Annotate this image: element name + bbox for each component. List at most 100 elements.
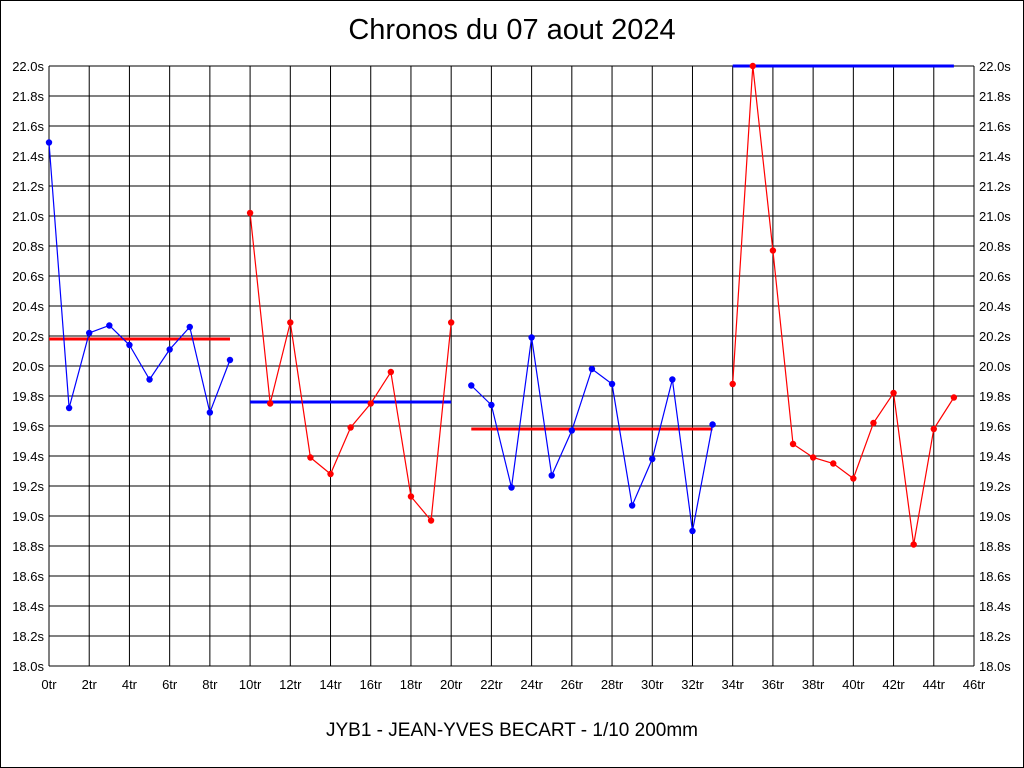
x-tick-label: 40tr: [842, 677, 865, 692]
x-tick-label: 10tr: [239, 677, 262, 692]
y-tick-label: 21.0s: [12, 209, 44, 224]
data-point: [950, 394, 958, 401]
series-line: [48, 142, 231, 415]
y-tick-label: 19.0s: [979, 509, 1011, 524]
x-tick-label: 12tr: [279, 677, 302, 692]
x-tick-label: 22tr: [480, 677, 503, 692]
data-point: [126, 341, 133, 349]
series-line: [732, 65, 955, 545]
y-tick-label: 19.0s: [12, 509, 44, 524]
data-point: [447, 319, 455, 326]
y-tick-label: 18.0s: [12, 659, 44, 674]
y-tick-label: 19.2s: [12, 479, 44, 494]
data-point: [850, 475, 857, 482]
x-tick-label: 16tr: [360, 677, 383, 692]
data-point: [407, 493, 415, 500]
data-point: [870, 419, 877, 427]
data-point: [65, 404, 73, 412]
series-points: [45, 62, 958, 548]
data-point: [789, 440, 797, 448]
data-point: [528, 334, 535, 341]
y-tick-label: 18.6s: [12, 569, 44, 584]
data-point: [307, 454, 314, 461]
chart-footer: JYB1 - JEAN-YVES BECART - 1/10 200mm: [325, 720, 699, 741]
data-point: [649, 455, 656, 463]
series-lines: [48, 65, 955, 545]
y-tick-label: 19.4s: [12, 449, 44, 464]
data-point: [890, 389, 897, 397]
data-point: [45, 139, 53, 146]
y-tick-label: 21.0s: [979, 209, 1011, 224]
x-tick-label: 32tr: [681, 677, 704, 692]
x-tick-label: 20tr: [440, 677, 463, 692]
data-point: [830, 460, 837, 467]
data-point: [206, 409, 214, 416]
x-tick-label: 42tr: [882, 677, 905, 692]
data-point: [608, 380, 616, 388]
y-tick-label: 20.4s: [12, 299, 44, 314]
data-point: [86, 329, 93, 337]
data-point: [809, 454, 817, 461]
y-axis-right: 18.0s 18.2s 18.4s 18.6s 18.8s 19.0s 19.2s 19.4s…: [979, 59, 1011, 674]
data-point: [689, 527, 696, 535]
y-tick-label: 18.6s: [979, 569, 1011, 584]
y-tick-label: 22.0s: [12, 59, 44, 74]
x-tick-label: 28tr: [601, 677, 624, 692]
y-tick-label: 21.8s: [979, 89, 1011, 104]
y-tick-label: 19.2s: [979, 479, 1011, 494]
y-tick-label: 20.0s: [12, 359, 44, 374]
y-tick-label: 20.8s: [979, 239, 1011, 254]
y-tick-label: 18.2s: [979, 629, 1011, 644]
series-line: [249, 212, 452, 522]
x-tick-label: 34tr: [721, 677, 744, 692]
y-tick-label: 21.2s: [979, 179, 1011, 194]
y-tick-label: 18.2s: [12, 629, 44, 644]
y-tick-label: 22.0s: [979, 59, 1011, 74]
y-tick-label: 20.4s: [979, 299, 1011, 314]
x-tick-label: 2tr: [82, 677, 98, 692]
data-point: [508, 484, 515, 491]
x-tick-label: 46tr: [963, 677, 986, 692]
data-point: [367, 400, 374, 407]
chart-title: Chronos du 07 aout 2024: [348, 14, 676, 46]
data-point: [729, 380, 736, 388]
data-point: [588, 365, 596, 373]
data-point: [568, 427, 576, 434]
y-tick-label: 20.0s: [979, 359, 1011, 374]
data-point: [628, 502, 636, 509]
data-point: [106, 322, 113, 329]
y-tick-label: 21.4s: [979, 149, 1011, 164]
data-point: [488, 401, 495, 409]
data-point: [749, 62, 757, 70]
data-point: [327, 470, 334, 478]
x-tick-label: 18tr: [400, 677, 423, 692]
data-point: [347, 424, 354, 431]
y-tick-label: 19.8s: [979, 389, 1011, 404]
y-tick-label: 18.4s: [12, 599, 44, 614]
y-tick-label: 19.8s: [12, 389, 44, 404]
data-point: [266, 400, 274, 407]
data-point: [287, 319, 294, 326]
data-point: [146, 376, 153, 383]
x-tick-label: 38tr: [802, 677, 825, 692]
y-tick-label: 18.8s: [12, 539, 44, 554]
data-point: [769, 247, 777, 254]
x-tick-label: 44tr: [923, 677, 946, 692]
data-point: [669, 376, 676, 383]
y-tick-label: 20.6s: [12, 269, 44, 284]
x-tick-label: 6tr: [162, 677, 178, 692]
y-tick-label: 20.6s: [979, 269, 1011, 284]
data-point: [930, 425, 937, 433]
x-tick-label: 0tr: [41, 677, 57, 692]
y-tick-label: 18.4s: [979, 599, 1011, 614]
data-point: [246, 209, 254, 217]
data-point: [910, 541, 917, 548]
x-tick-label: 26tr: [561, 677, 584, 692]
data-point: [548, 472, 555, 479]
y-tick-label: 18.8s: [979, 539, 1011, 554]
data-point: [427, 517, 435, 524]
grid: [48, 65, 975, 667]
y-tick-label: 20.8s: [12, 239, 44, 254]
x-tick-label: 14tr: [319, 677, 342, 692]
x-axis: 0tr 2tr 4tr 6tr 8tr 10tr 12tr 14tr 16tr 18tr 20tr 2…: [41, 677, 985, 692]
